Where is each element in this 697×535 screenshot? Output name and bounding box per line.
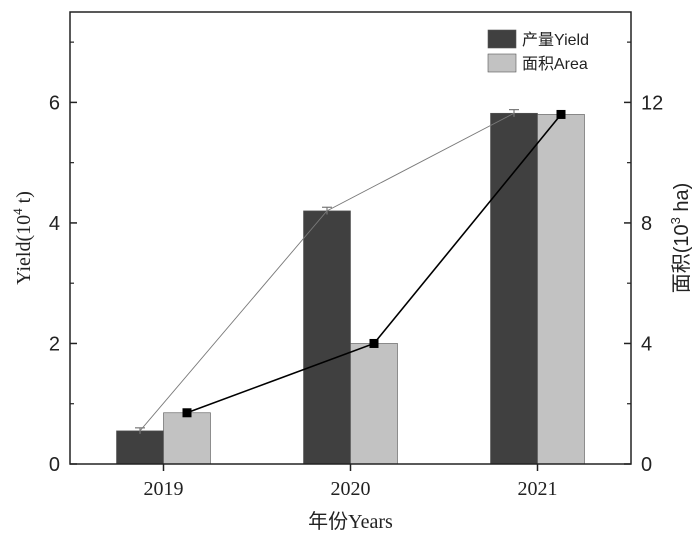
bar-area-2021	[537, 114, 585, 465]
bar-yield-2020	[303, 210, 351, 465]
bar-area-2020	[350, 343, 398, 465]
marker-area-2021	[556, 109, 566, 119]
line-yield	[139, 112, 515, 432]
marker-area-2019	[182, 408, 192, 418]
legend: 产量Yield 面积Area	[487, 29, 589, 73]
right-axis-title-prefix: 面积(10	[670, 224, 693, 293]
bar-yield-2021	[490, 112, 538, 465]
tick-label-right-0: 0	[641, 454, 652, 476]
legend-label-area: 面积Area	[522, 55, 588, 73]
ticks-layer: 0 2 4 6 0 4 8 12 2019 2020 2021	[49, 41, 663, 500]
x-axis-title: 年份Years	[308, 510, 393, 533]
lines-layer	[139, 109, 566, 432]
right-axis-title-suffix: ha)	[671, 183, 693, 217]
tick-label-x-2021: 2021	[518, 478, 558, 500]
tick-label-left-6: 6	[49, 92, 60, 114]
tick-label-left-0: 0	[49, 454, 60, 476]
bar-area-2019	[163, 412, 211, 465]
right-axis-title-exponent: 3	[668, 217, 683, 224]
left-axis-title-prefix: Yield(10	[13, 215, 35, 285]
tick-label-x-2019: 2019	[144, 478, 184, 500]
left-axis-title-exponent: 4	[10, 208, 25, 215]
left-axis-title: Yield(104 t)	[10, 191, 35, 285]
legend-swatch-area	[487, 53, 517, 73]
tick-label-x-2020: 2020	[331, 478, 371, 500]
legend-swatch-yield	[487, 29, 517, 49]
legend-label-yield: 产量Yield	[522, 31, 589, 49]
tick-label-right-8: 8	[641, 213, 652, 235]
tick-label-right-12: 12	[641, 92, 663, 114]
bar-yield-2019	[116, 430, 164, 465]
tick-label-right-4: 4	[641, 333, 652, 355]
tick-label-left-4: 4	[49, 213, 60, 235]
left-axis-title-suffix: t)	[13, 191, 35, 208]
marker-area-2020	[369, 338, 379, 348]
right-axis-title: 面积(103 ha)	[668, 183, 693, 294]
tick-label-left-2: 2	[49, 333, 60, 355]
